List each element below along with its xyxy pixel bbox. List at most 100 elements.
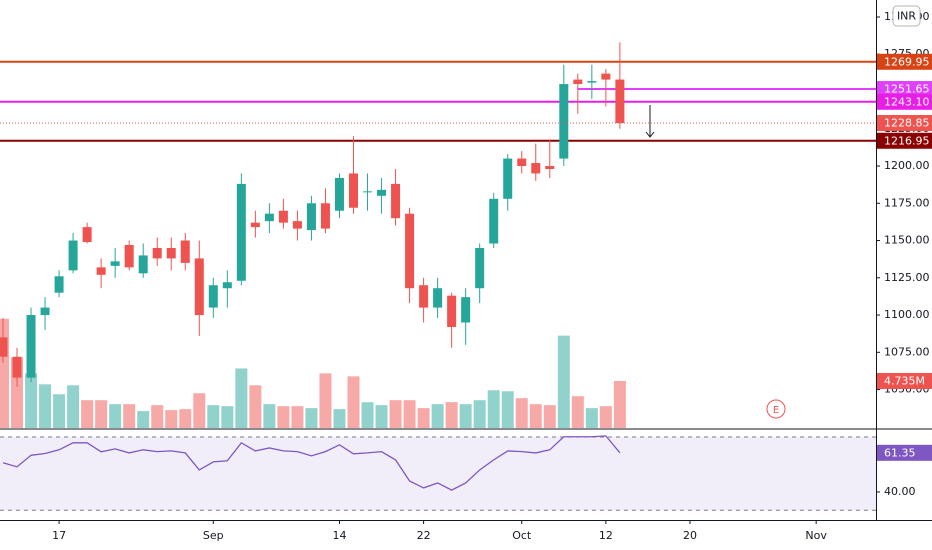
volume-bar bbox=[459, 404, 472, 428]
candle-body bbox=[26, 315, 36, 378]
x-tick-label: 17 bbox=[52, 529, 66, 542]
volume-bar bbox=[277, 406, 290, 428]
level-label-box bbox=[877, 53, 932, 70]
candle-body bbox=[208, 285, 218, 308]
candle-body bbox=[82, 227, 92, 243]
volume-bar bbox=[109, 404, 122, 428]
candle-body bbox=[363, 191, 373, 193]
volume-bar bbox=[221, 406, 234, 428]
volume-bar bbox=[319, 373, 332, 428]
rsi-line bbox=[2, 435, 621, 491]
candle-body bbox=[278, 210, 288, 223]
x-tick-label: Sep bbox=[203, 529, 224, 542]
volume-bar bbox=[347, 376, 360, 428]
candle-body bbox=[349, 173, 358, 208]
currency-label: INR bbox=[897, 10, 916, 23]
candle-body bbox=[40, 307, 50, 316]
candle-body bbox=[391, 183, 401, 219]
earnings-marker[interactable]: E bbox=[766, 399, 786, 419]
volume-bar bbox=[193, 393, 206, 428]
volume-bar bbox=[445, 402, 458, 428]
candle-body bbox=[306, 203, 316, 231]
rsi-value-label: 61.35 bbox=[884, 446, 916, 459]
candles-layer bbox=[0, 42, 876, 387]
candle-body bbox=[517, 158, 527, 167]
y-tick-label: 1200.00 bbox=[884, 159, 930, 172]
candle-body bbox=[433, 288, 443, 308]
volume-bar bbox=[417, 408, 430, 428]
volume-bar bbox=[389, 400, 402, 428]
volume-bar bbox=[67, 385, 80, 428]
volume-bar bbox=[137, 411, 150, 428]
x-tick-label: Nov bbox=[805, 529, 827, 542]
level-label-box bbox=[877, 93, 932, 110]
candle-body bbox=[334, 177, 344, 211]
candle-body bbox=[601, 73, 611, 80]
volume-bar bbox=[25, 373, 38, 428]
candle-body bbox=[475, 247, 485, 289]
volume-bar bbox=[0, 318, 9, 428]
last-price-label: 1228.85 bbox=[884, 117, 930, 130]
candle-body bbox=[615, 79, 625, 124]
rsi-layer bbox=[0, 435, 876, 511]
volume-bar bbox=[333, 409, 346, 428]
volume-bar bbox=[39, 384, 52, 428]
currency-box bbox=[892, 5, 921, 27]
level-label: 1269.95 bbox=[884, 55, 930, 68]
x-tick-label: Oct bbox=[512, 529, 532, 542]
candle-body bbox=[152, 247, 162, 259]
rsi-value-label-box bbox=[877, 444, 932, 461]
x-tick-label: 12 bbox=[599, 529, 613, 542]
volume-bar bbox=[249, 385, 262, 428]
volume-bar bbox=[151, 405, 164, 428]
candle-body bbox=[377, 189, 387, 196]
volume-bar bbox=[613, 380, 626, 428]
volume-bar bbox=[165, 410, 178, 428]
volume-bar bbox=[53, 394, 66, 428]
candle-body bbox=[447, 295, 457, 327]
y-tick-label: 1075.00 bbox=[884, 345, 930, 358]
volume-bar bbox=[501, 391, 514, 428]
candle-body bbox=[250, 222, 260, 228]
volume-layer bbox=[0, 318, 626, 428]
volume-bar bbox=[235, 368, 248, 428]
volume-bar bbox=[123, 404, 136, 428]
earnings-circle bbox=[766, 399, 786, 419]
x-tick-label: 14 bbox=[332, 529, 346, 542]
candle-body bbox=[461, 297, 471, 323]
volume-bar bbox=[571, 396, 584, 428]
candle-body bbox=[573, 79, 583, 85]
y-tick-label: 1150.00 bbox=[884, 234, 930, 247]
volume-bar bbox=[557, 335, 570, 428]
candle-body bbox=[531, 163, 541, 174]
candle-body bbox=[264, 213, 274, 222]
candle-body bbox=[320, 203, 330, 229]
volume-bar bbox=[375, 405, 388, 428]
candle-body bbox=[503, 158, 513, 199]
volume-bar bbox=[487, 390, 500, 428]
candle-body bbox=[559, 84, 569, 159]
x-tick-label: 22 bbox=[417, 529, 431, 542]
rsi-tick-label: 40.00 bbox=[884, 485, 916, 498]
volume-bar bbox=[179, 409, 192, 428]
candle-body bbox=[587, 81, 597, 83]
volume-bar bbox=[529, 404, 542, 428]
candle-body bbox=[12, 356, 22, 378]
volume-bar bbox=[81, 400, 94, 428]
volume-bar bbox=[599, 406, 612, 428]
candle-body bbox=[0, 337, 8, 357]
y-tick-label: 1125.00 bbox=[884, 271, 930, 284]
volume-bar bbox=[585, 408, 598, 428]
volume-bar bbox=[543, 405, 556, 428]
volume-bar bbox=[515, 398, 528, 428]
currency-badge[interactable]: INR bbox=[892, 5, 921, 27]
level-label: 1251.65 bbox=[884, 83, 930, 96]
volume-bar bbox=[291, 406, 304, 428]
candle-body bbox=[222, 282, 232, 289]
y-tick-label: 1100.00 bbox=[884, 308, 930, 321]
last-price-label-box bbox=[877, 115, 932, 132]
volume-bar bbox=[361, 402, 374, 428]
